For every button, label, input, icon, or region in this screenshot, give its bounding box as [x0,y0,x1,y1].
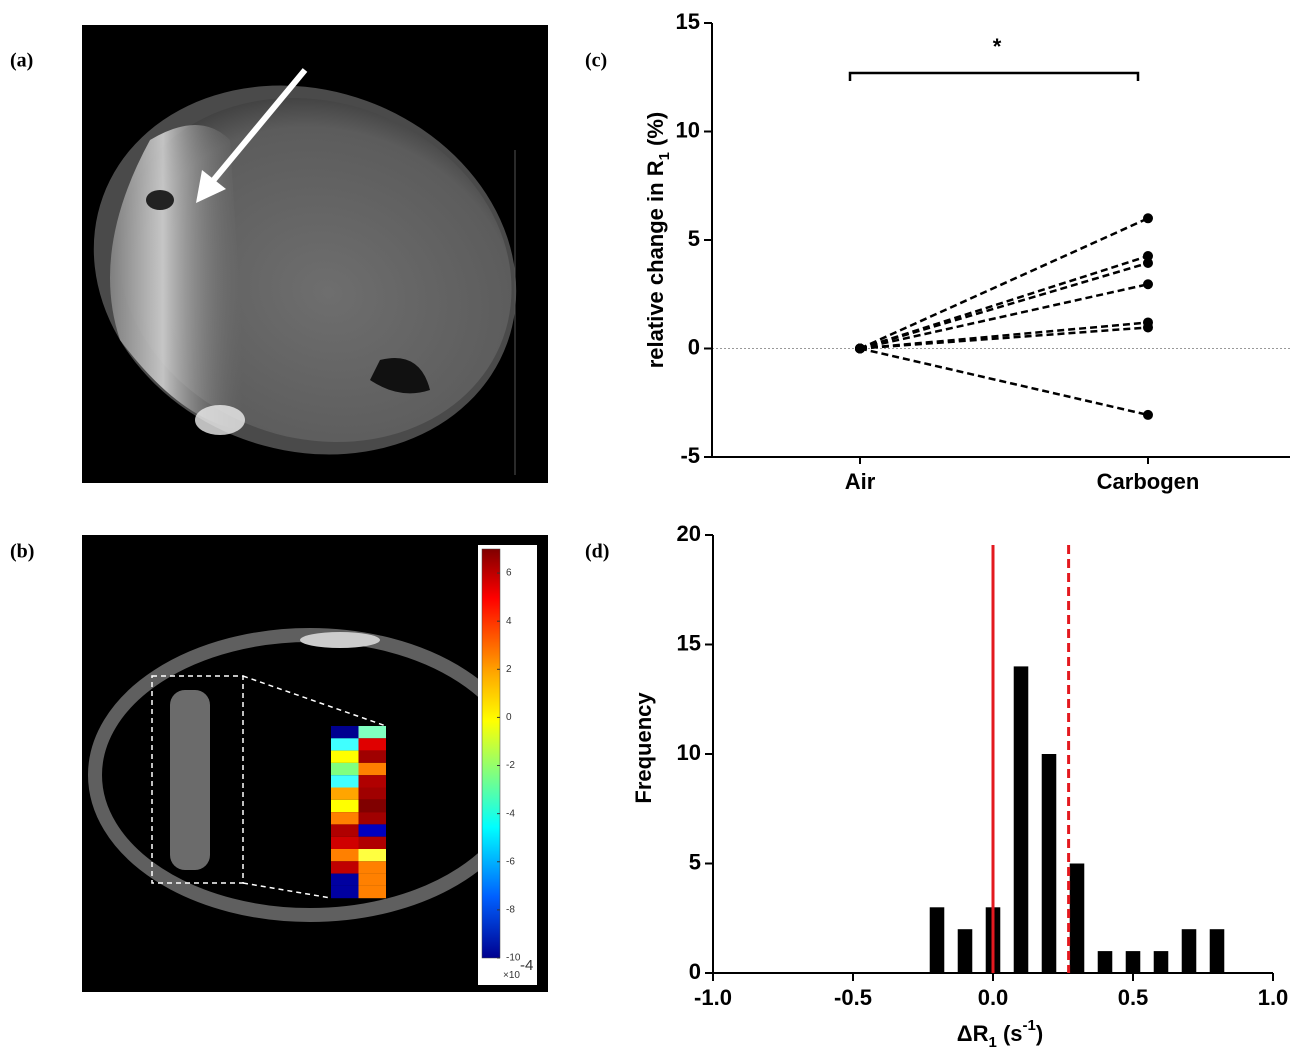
label-part: -1 [1023,1017,1036,1034]
heatmap-cell [358,861,386,874]
bar [1013,666,1029,973]
heatmap-cell [358,824,386,837]
label-part: ΔR [957,1021,989,1046]
panel-label: (c) [585,50,607,72]
bar [929,907,945,973]
bar [1041,754,1057,973]
point [1143,322,1153,333]
bar [1069,863,1085,973]
point [1143,279,1153,290]
heatmap-cell [331,861,359,874]
heatmap-cell [358,885,386,899]
label-part: (%) [643,112,668,152]
heatmap-cell [331,849,359,862]
series-line [859,326,1149,350]
mri-image-a [82,25,548,483]
panel-label: (d) [585,541,609,563]
y-tick-label: 5 [689,849,701,874]
bar [957,929,973,973]
label-part: (s [997,1021,1023,1046]
heatmap-cell [358,750,386,763]
panel-label: (a) [10,50,33,72]
heatmap-cell [358,726,386,739]
label-part: ) [1036,1021,1043,1046]
heatmap-cell [331,799,359,813]
heatmap-cell [358,836,386,849]
colorbar-tick-label: 6 [506,568,512,579]
heatmap-cell [331,824,359,837]
x-tick-label: Carbogen [1097,469,1200,494]
series-line [859,347,1149,417]
significance-bracket [848,71,1140,81]
y-tick-label: -5 [680,443,700,468]
y-tick-label: 10 [677,740,701,765]
heatmap-cell [331,787,359,800]
label-part: ×10 [503,970,520,981]
bar [1181,929,1197,973]
x-tick-label: -0.5 [834,985,872,1010]
series-line [859,261,1149,350]
y-axis-label: relative change in R1 (%) [643,112,674,369]
panel-label: (b) [10,541,34,563]
colorbar-tick-label: 0 [506,712,512,723]
heatmap-cell [331,726,359,739]
heatmap-cell [331,750,359,763]
bar [1153,951,1169,973]
point [1143,409,1153,420]
colorbar-tick-label: -2 [506,760,515,771]
x-tick-label: Air [845,469,876,494]
heatmap-cell [358,775,386,788]
colorbar-tick-label: 4 [506,616,512,627]
colorbar-tick-label: -4 [506,808,515,819]
y-tick-label: 15 [677,630,701,655]
x-tick-label: 0.5 [1118,985,1149,1010]
y-tick-label: 15 [676,9,700,34]
x-tick-label: 1.0 [1258,985,1289,1010]
x-tick-label: 0.0 [978,985,1009,1010]
heatmap-cell [331,836,359,849]
heatmap-cell [331,812,359,825]
point [1143,213,1153,224]
heatmap-cell [358,738,386,751]
y-axis-label: Frequency [631,692,656,804]
heatmap-cell [358,762,386,776]
x-tick-label: -1.0 [694,985,732,1010]
label-part: 1 [656,152,673,160]
x-axis-label: ΔR1 (s-1) [957,1017,1043,1051]
label-part: -4 [520,957,533,974]
bar [1097,951,1113,973]
heatmap-cell [358,873,386,886]
heatmap-cell [331,762,359,776]
label-part: 1 [989,1034,997,1051]
point [1143,251,1153,262]
bar [1209,929,1225,973]
series-line [859,283,1149,350]
y-tick-label: 0 [688,334,700,359]
colorbar-tick-label: -6 [506,856,515,867]
annotation: * [993,34,1002,59]
y-tick-label: 20 [677,521,701,546]
point [855,343,865,354]
heatmap-cell [331,738,359,751]
heatmap-cell [331,873,359,886]
heatmap-cell [331,775,359,788]
y-tick-label: 0 [689,959,701,984]
y-tick-label: 10 [676,117,700,142]
colorbar-scale-label: ×10-4 [503,957,533,980]
heatmap-cell [358,812,386,825]
point [1143,258,1153,269]
heatmap-cell [358,849,386,862]
y-tick-label: 5 [688,226,700,251]
series-line [859,217,1149,350]
bar [1125,951,1141,973]
heatmap-cell [358,787,386,800]
heatmap-cell [358,799,386,813]
colorbar-tick-label: -8 [506,905,515,916]
label-part: relative change in R [643,160,668,368]
colorbar-tick-label: 2 [506,664,512,675]
heatmap-cell [331,885,359,899]
colorbar-tick-label: -10 [506,953,521,964]
